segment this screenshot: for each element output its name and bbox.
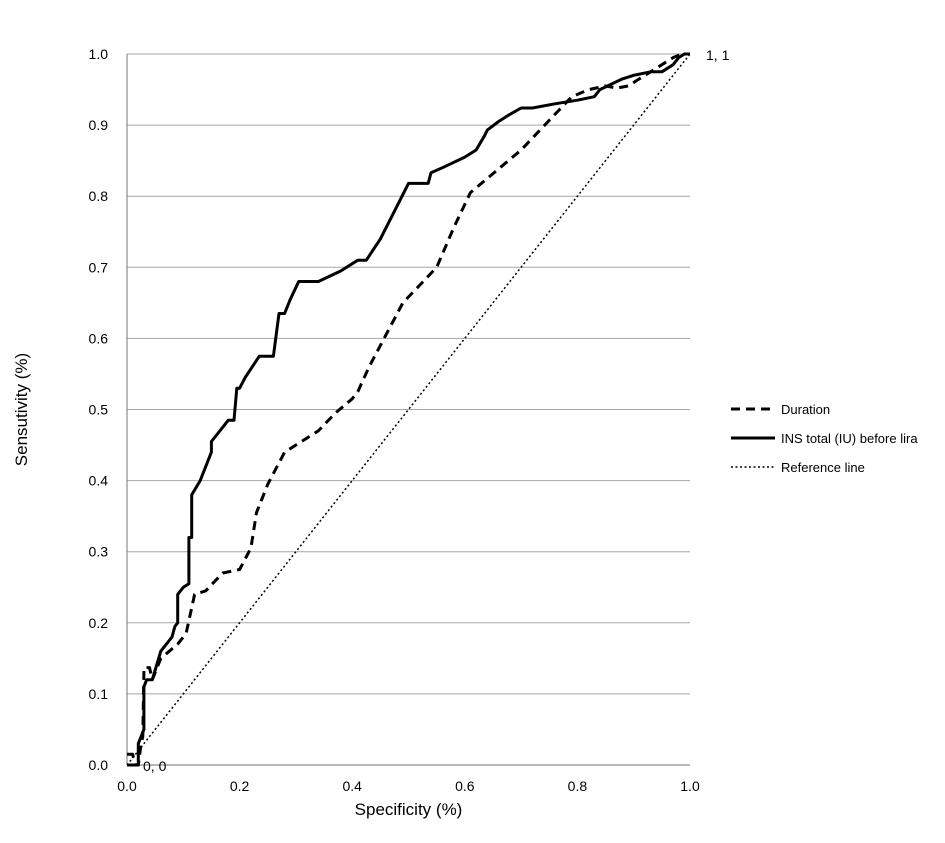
y-axis-title: Sensutivity (%) [12, 353, 31, 466]
y-tick-label: 0.3 [89, 544, 109, 560]
x-axis-title: Specificity (%) [355, 800, 463, 819]
y-tick-label: 0.9 [89, 117, 109, 133]
y-tick-label: 0.8 [89, 188, 109, 204]
y-tick-label: 0.0 [89, 757, 109, 773]
end-annotation: 1, 1 [706, 47, 730, 63]
x-tick-label: 0.6 [455, 778, 475, 794]
y-tick-label: 0.4 [89, 473, 109, 489]
x-tick-label: 0.2 [230, 778, 250, 794]
legend-label: Duration [781, 402, 830, 417]
axis-layer [126, 54, 690, 766]
y-tick-label: 0.7 [89, 259, 109, 275]
tick-label-layer: 0.0 0.1 0.2 0.3 0.4 0.5 0.6 0.7 0.8 0.9 1.0 0.0 0.2 0… [89, 46, 700, 794]
x-tick-label: 0.0 [117, 778, 137, 794]
legend-label: INS total (IU) before lira [781, 431, 918, 446]
x-tick-label: 1.0 [680, 778, 700, 794]
series-line-ins-total-iu-before-lira [127, 52, 690, 767]
y-tick-label: 1.0 [89, 46, 109, 62]
origin-annotation: 0, 0 [143, 758, 167, 774]
y-tick-label: 0.5 [89, 402, 109, 418]
x-tick-label: 0.4 [342, 778, 362, 794]
legend-label: Reference line [781, 460, 865, 475]
y-tick-label: 0.2 [89, 615, 109, 631]
series-layer [126, 52, 691, 767]
y-tick-label: 0.1 [89, 686, 109, 702]
legend: Duration INS total (IU) before lira Refere… [731, 402, 918, 475]
grid-layer [127, 53, 690, 695]
y-tick-label: 0.6 [89, 330, 109, 346]
x-tick-label: 0.8 [568, 778, 588, 794]
